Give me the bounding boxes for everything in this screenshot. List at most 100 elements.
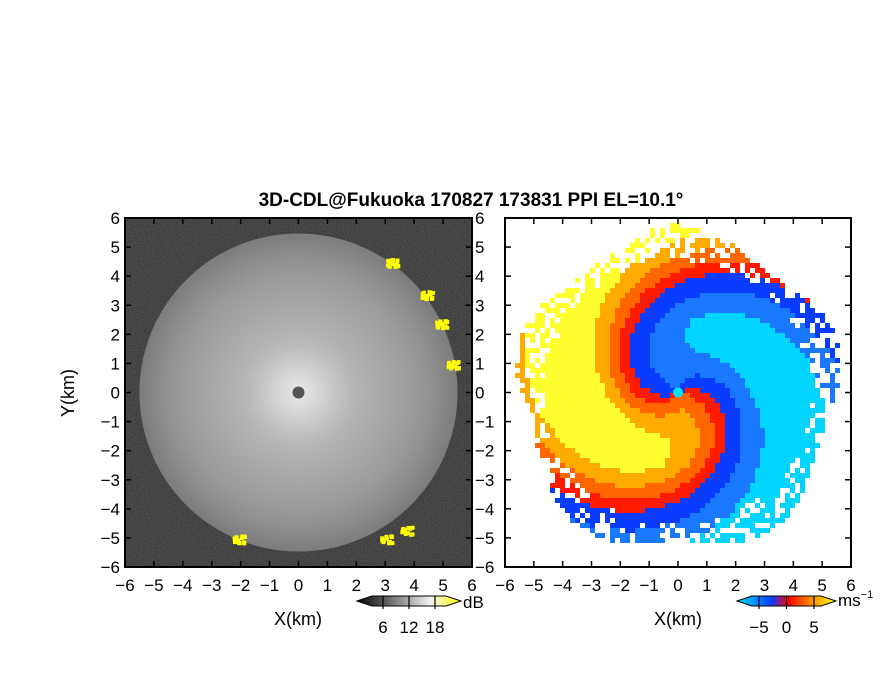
velocity-cell	[745, 453, 750, 458]
velocity-cell	[540, 318, 545, 323]
velocity-cell	[610, 503, 615, 508]
velocity-cell	[535, 318, 540, 323]
velocity-cell	[590, 468, 595, 473]
velocity-cell	[815, 348, 820, 353]
velocity-cell	[620, 303, 625, 308]
velocity-cell	[730, 468, 735, 473]
velocity-cell	[635, 308, 640, 313]
velocity-cell	[805, 303, 810, 308]
velocity-cell	[765, 318, 770, 323]
velocity-cell	[745, 288, 750, 293]
velocity-cell	[680, 373, 685, 378]
velocity-cell	[560, 483, 565, 488]
velocity-cell	[600, 418, 605, 423]
velocity-cell	[600, 413, 605, 418]
x-tick-label: −6	[495, 576, 514, 595]
velocity-cell	[605, 483, 610, 488]
velocity-cell	[575, 328, 580, 333]
velocity-cell	[635, 518, 640, 523]
velocity-cell	[600, 308, 605, 313]
velocity-cell	[580, 498, 585, 503]
velocity-cell	[655, 398, 660, 403]
velocity-cell	[810, 388, 815, 393]
velocity-cell	[615, 408, 620, 413]
velocity-cell	[625, 498, 630, 503]
velocity-cell	[540, 338, 545, 343]
velocity-cell	[715, 453, 720, 458]
velocity-cell	[590, 443, 595, 448]
velocity-cell	[570, 498, 575, 503]
velocity-cell	[680, 358, 685, 363]
velocity-cell	[670, 393, 675, 398]
velocity-cell	[620, 343, 625, 348]
velocity-cell	[645, 483, 650, 488]
velocity-cell	[755, 528, 760, 533]
velocity-cell	[605, 443, 610, 448]
velocity-cell	[630, 423, 635, 428]
velocity-cell	[620, 393, 625, 398]
velocity-cell	[645, 293, 650, 298]
velocity-cell	[750, 398, 755, 403]
velocity-cell	[680, 378, 685, 383]
velocity-cell	[750, 408, 755, 413]
velocity-cell	[635, 428, 640, 433]
velocity-cell	[715, 483, 720, 488]
velocity-cell	[700, 318, 705, 323]
velocity-cell	[600, 273, 605, 278]
velocity-cell	[595, 263, 600, 268]
velocity-cell	[725, 408, 730, 413]
velocity-cell	[745, 413, 750, 418]
velocity-cell	[655, 393, 660, 398]
velocity-cell	[775, 413, 780, 418]
velocity-cell	[565, 448, 570, 453]
velocity-cell	[610, 363, 615, 368]
velocity-cell	[695, 493, 700, 498]
velocity-cell	[800, 373, 805, 378]
velocity-cell	[775, 338, 780, 343]
velocity-cell	[720, 243, 725, 248]
velocity-cell	[615, 413, 620, 418]
velocity-cell	[800, 333, 805, 338]
velocity-cell	[670, 268, 675, 273]
velocity-cell	[805, 438, 810, 443]
velocity-cell	[575, 448, 580, 453]
velocity-cell	[765, 488, 770, 493]
velocity-cell	[825, 383, 830, 388]
velocity-cell	[810, 373, 815, 378]
velocity-cell	[545, 453, 550, 458]
velocity-cell	[580, 468, 585, 473]
velocity-cell	[625, 448, 630, 453]
velocity-cell	[525, 393, 530, 398]
velocity-cell	[720, 398, 725, 403]
velocity-cell	[785, 368, 790, 373]
velocity-cell	[565, 438, 570, 443]
velocity-cell	[660, 303, 665, 308]
velocity-cell	[665, 403, 670, 408]
velocity-cell	[605, 453, 610, 458]
velocity-cell	[815, 428, 820, 433]
velocity-cell	[725, 463, 730, 468]
velocity-cell	[655, 488, 660, 493]
velocity-cell	[620, 433, 625, 438]
velocity-cell	[735, 353, 740, 358]
velocity-cell	[725, 498, 730, 503]
velocity-cell	[620, 293, 625, 298]
velocity-cell	[725, 368, 730, 373]
echo-cell	[390, 541, 395, 546]
velocity-cell	[590, 338, 595, 343]
velocity-cell	[565, 378, 570, 383]
velocity-cell	[725, 378, 730, 383]
velocity-cell	[655, 318, 660, 323]
velocity-cell	[705, 528, 710, 533]
velocity-cell	[785, 483, 790, 488]
velocity-cell	[755, 418, 760, 423]
velocity-cell	[785, 343, 790, 348]
velocity-cell	[650, 523, 655, 528]
velocity-cell	[670, 413, 675, 418]
velocity-cell	[705, 418, 710, 423]
velocity-cell	[675, 293, 680, 298]
velocity-cell	[675, 378, 680, 383]
velocity-cell	[730, 498, 735, 503]
velocity-cell	[730, 263, 735, 268]
velocity-cell	[635, 278, 640, 283]
